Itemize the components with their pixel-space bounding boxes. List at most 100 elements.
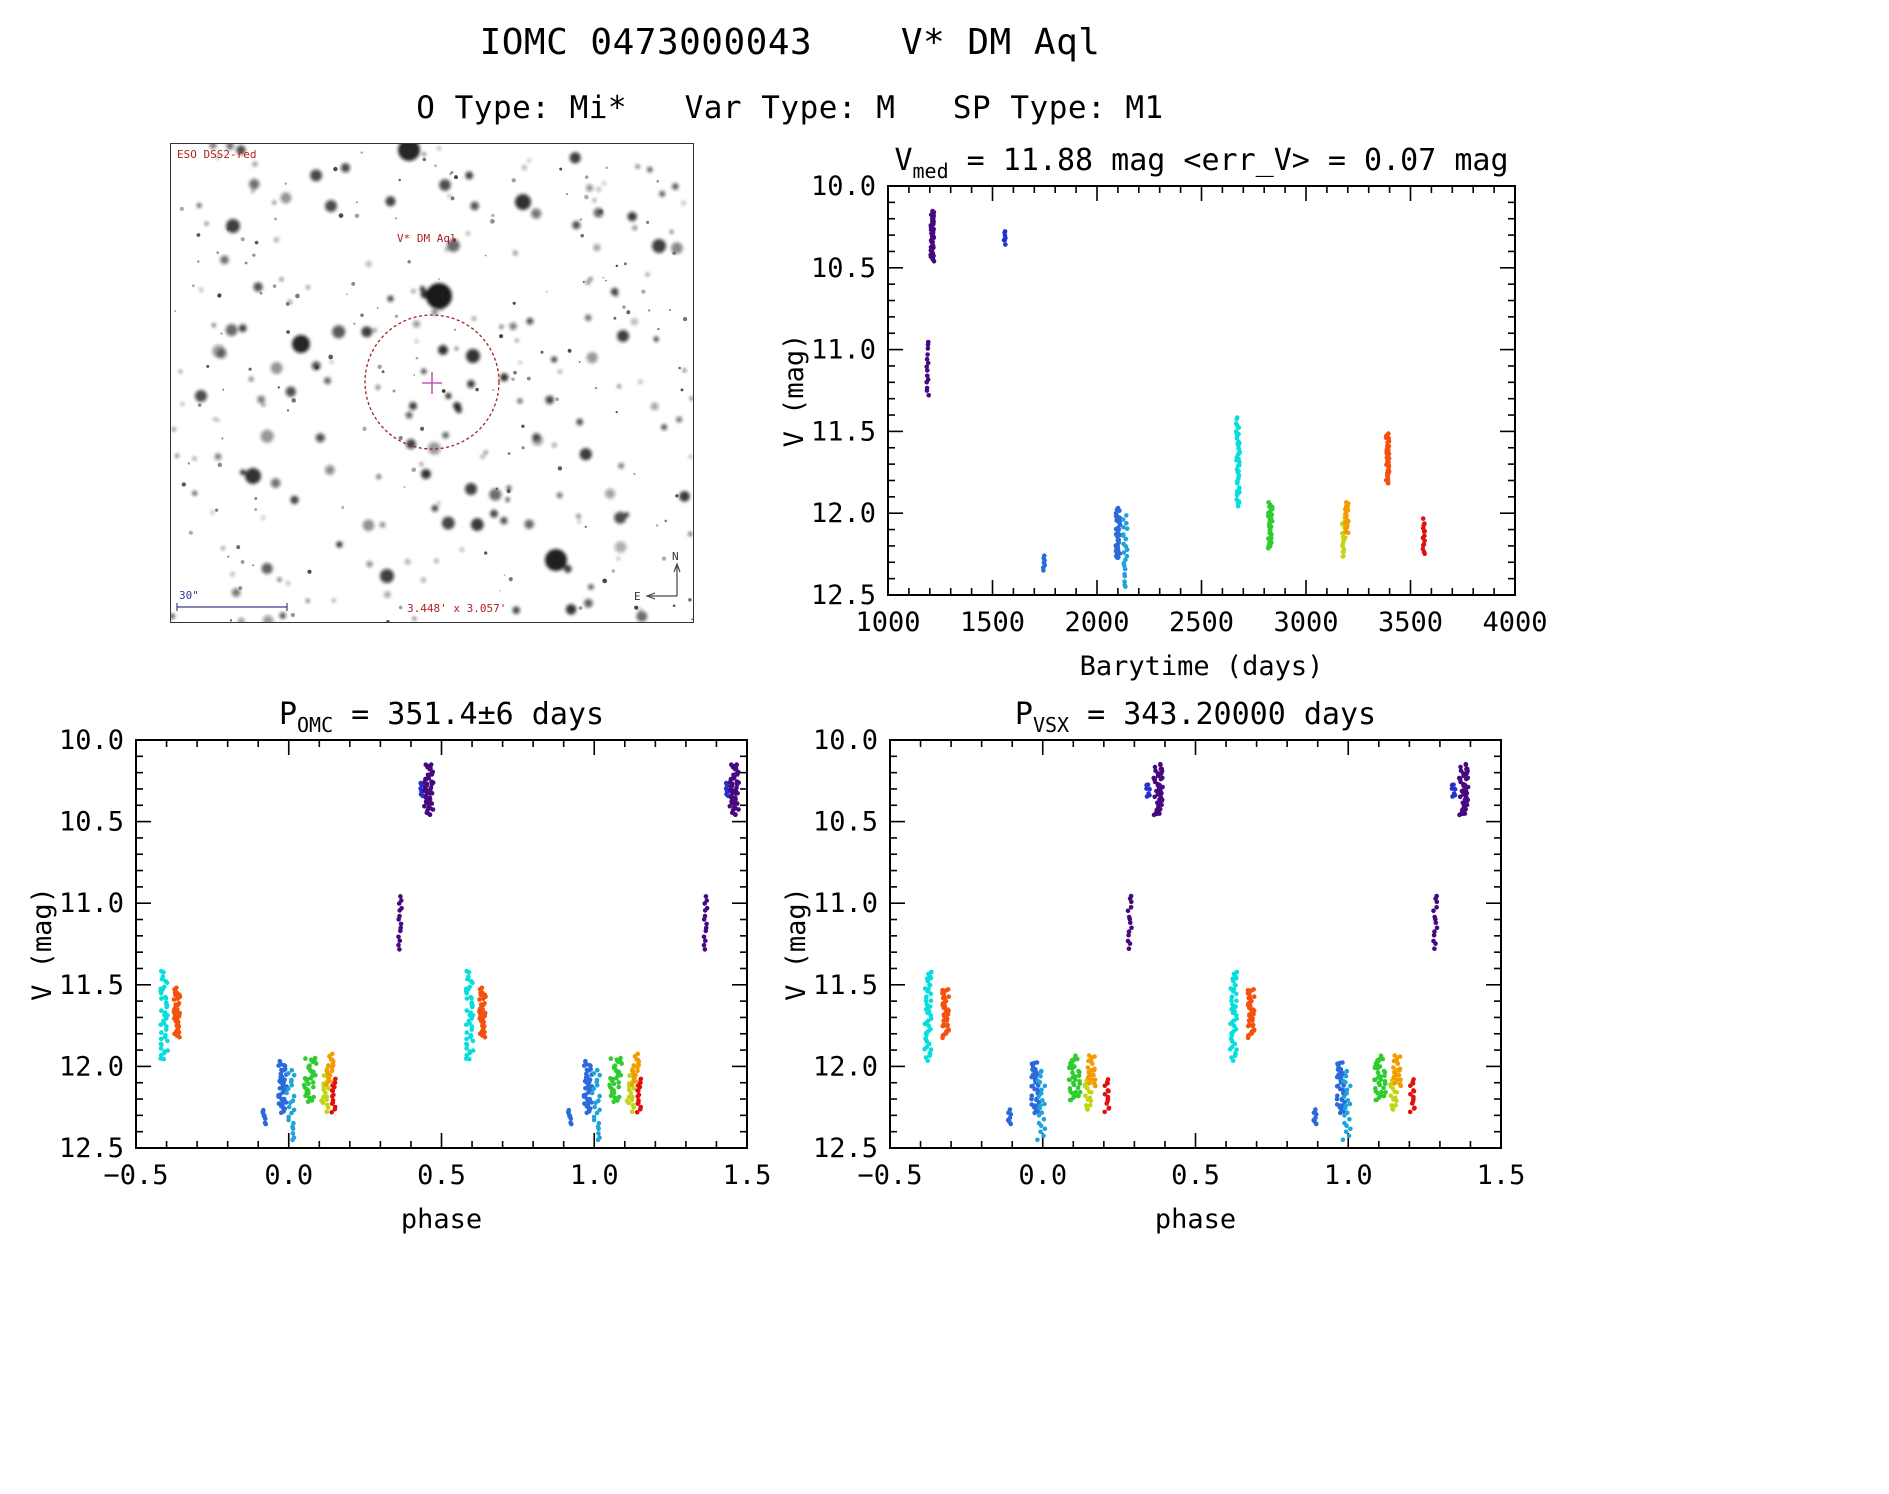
x-tick-label: 2000: [1064, 607, 1129, 638]
x-tick-label: 1000: [855, 607, 920, 638]
data-points: [924, 208, 1427, 589]
axes: [135, 739, 748, 1149]
cluster-blue-bright: [1144, 782, 1458, 799]
x-tick-label: 0.0: [264, 1160, 313, 1191]
cluster-epoch-3180: [1339, 512, 1348, 559]
y-tick-label: 10.5: [59, 807, 124, 838]
cluster-green: [301, 1055, 624, 1105]
finder-chart: ESO DSS2-red V* DM Aql 30" 3.448' x 3.05…: [169, 139, 694, 626]
x-tick-label: 3000: [1273, 607, 1338, 638]
plot-box: [135, 739, 748, 1149]
cluster-skyblue: [1035, 1068, 1353, 1143]
cluster-orange: [324, 1051, 642, 1088]
compass-north-label: N: [672, 550, 679, 563]
x-tick-label: 1.0: [570, 1160, 619, 1191]
cluster-epoch-2675: [1233, 415, 1242, 509]
x-tick-label: 1.5: [1477, 1160, 1526, 1191]
cluster-purple-faint: [396, 894, 710, 952]
y-tick-label: 11.0: [813, 888, 878, 919]
x-tick-label: −0.5: [103, 1160, 168, 1191]
x-axis-label: phase: [1155, 1204, 1236, 1235]
cluster-blue-single: [260, 1107, 574, 1127]
lightcurve-chart-barytime: 1000 1500 2000 2500 3000 3500 4000 10.0 10.5 11.0…: [770, 138, 1550, 695]
y-tick-label: 12.5: [811, 580, 876, 611]
y-tick-label: 10.5: [813, 807, 878, 838]
survey-label: ESO DSS2-red: [177, 148, 256, 161]
phase-chart-omc: −0.5 0.0 0.5 1.0 1.5 10.0 10.5 11.0 11.5 12.0 12.5…: [18, 697, 786, 1263]
scale-label: 30": [179, 589, 199, 602]
finder-image: ESO DSS2-red V* DM Aql 30" 3.448' x 3.05…: [169, 139, 694, 626]
cluster-cyan: [158, 968, 476, 1062]
x-tick-label: 0.0: [1018, 1160, 1067, 1191]
y-axis-label: V (mag): [27, 887, 58, 1001]
target-marker-icon: [422, 372, 442, 394]
chart-title: PVSX = 343.20000 days: [1015, 698, 1376, 737]
plot-box: [887, 185, 1516, 596]
y-tick-label: 11.0: [59, 888, 124, 919]
x-tick-label: 1.0: [1324, 1160, 1373, 1191]
cluster-blue-bright: [418, 780, 731, 799]
fov-label: 3.448' x 3.057': [407, 602, 506, 615]
y-tick-label: 10.0: [811, 171, 876, 202]
chart-title: Vmed = 11.88 mag <err_V> = 0.07 mag: [894, 143, 1508, 183]
chart-svg-barytime: 1000 1500 2000 2500 3000 3500 4000 10.0 10.5 11.0…: [779, 143, 1548, 682]
cluster-purple: [422, 762, 741, 817]
phase-chart-vsx: −0.5 0.0 0.5 1.0 1.5 10.0 10.5 11.0 11.5 12.0 12.5…: [772, 697, 1540, 1263]
y-tick-label: 12.0: [59, 1051, 124, 1082]
cluster-red: [329, 1076, 644, 1115]
cluster-epoch-3390: [1383, 431, 1392, 486]
y-tick-label: 11.0: [811, 335, 876, 366]
cluster-orange: [1085, 1053, 1404, 1089]
cluster-orangered: [171, 985, 488, 1040]
cluster-skyblue: [284, 1067, 602, 1143]
star-label: V* DM Aql: [397, 232, 457, 245]
y-tick-label: 12.0: [811, 498, 876, 529]
chart-svg-phase_omc: −0.5 0.0 0.5 1.0 1.5 10.0 10.5 11.0 11.5 12.0 12.5…: [27, 697, 771, 1235]
cluster-purple: [1151, 761, 1471, 818]
y-axis-label: V (mag): [779, 334, 810, 448]
x-tick-label: 1500: [960, 607, 1025, 638]
data-points: [922, 761, 1471, 1143]
cluster-purple-faint: [1125, 893, 1440, 951]
y-tick-label: 11.5: [59, 970, 124, 1001]
x-tick-label: 0.5: [1171, 1160, 1220, 1191]
cluster-epoch-1190: [924, 339, 931, 398]
x-tick-label: −0.5: [857, 1160, 922, 1191]
page-title: IOMC 0473000043 V* DM Aql: [479, 22, 1101, 63]
plot-box: [889, 739, 1502, 1149]
page-subtitle: O Type: Mi* Var Type: M SP Type: M1: [416, 90, 1164, 126]
cluster-epoch-3565: [1420, 516, 1427, 556]
chart-svg-phase_vsx: −0.5 0.0 0.5 1.0 1.5 10.0 10.5 11.0 11.5 12.0 12.5…: [781, 697, 1526, 1235]
compass-east-label: E: [634, 590, 641, 603]
x-tick-label: 4000: [1482, 607, 1547, 638]
cluster-epoch-2135: [1120, 513, 1130, 589]
y-tick-label: 10.0: [59, 725, 124, 756]
cluster-green: [1066, 1053, 1388, 1103]
data-points: [158, 762, 741, 1143]
y-axis-label: V (mag): [781, 887, 812, 1001]
y-tick-label: 10.5: [811, 253, 876, 284]
y-tick-label: 10.0: [813, 725, 878, 756]
scale-bar: [176, 603, 288, 611]
x-axis-label: phase: [401, 1204, 482, 1235]
y-tick-label: 12.5: [59, 1133, 124, 1164]
starfield: [169, 139, 694, 626]
cluster-orangered: [940, 987, 1257, 1041]
y-tick-label: 12.5: [813, 1133, 878, 1164]
cluster-blue: [1029, 1060, 1347, 1116]
cluster-blue: [276, 1058, 595, 1116]
y-tick-label: 12.0: [813, 1051, 878, 1082]
cluster-epoch-2100: [1113, 505, 1123, 561]
cluster-blue-single: [1005, 1107, 1319, 1127]
cluster-cyan: [922, 969, 1240, 1063]
y-tick-label: 11.5: [811, 416, 876, 447]
starfield-sharp: [174, 151, 694, 624]
cluster-epoch-2830: [1265, 500, 1275, 551]
cluster-epoch-1212: [928, 208, 937, 264]
x-tick-label: 0.5: [417, 1160, 466, 1191]
cluster-epoch-1560: [1001, 229, 1008, 247]
target-circle: [364, 314, 500, 450]
cluster-epoch-3195: [1342, 500, 1351, 536]
compass-icon: [645, 562, 681, 600]
axes: [887, 185, 1516, 596]
